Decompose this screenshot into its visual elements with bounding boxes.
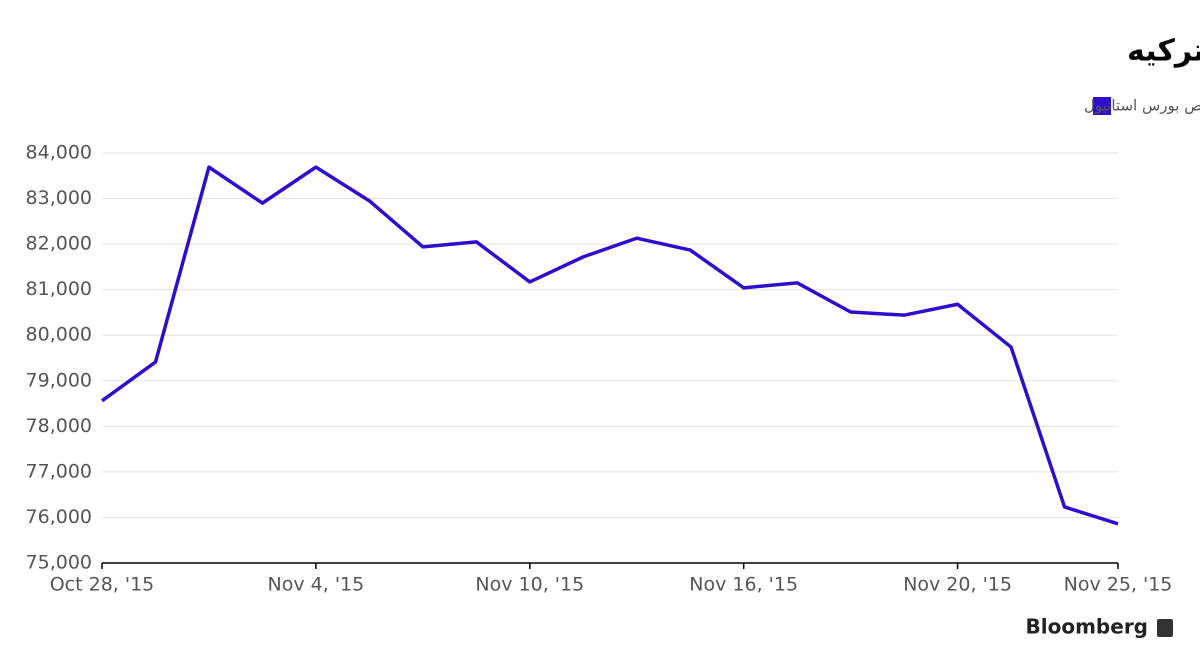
y-tick-label: 83,000 [26, 187, 92, 209]
chart-title: نوسان بازار سهام ترکیه [1127, 34, 1200, 69]
y-tick-label: 77,000 [26, 460, 92, 482]
x-tick-label: Oct 28, '15 [50, 574, 155, 596]
y-tick-label: 75,000 [26, 552, 92, 574]
y-tick-label: 82,000 [26, 233, 92, 255]
y-tick-label: 81,000 [26, 278, 92, 300]
y-tick-label: 78,000 [26, 415, 92, 437]
logo-icon [1157, 619, 1173, 637]
x-tick-label: Nov 20, '15 [903, 574, 1012, 596]
source-logo: Bloomberg [1026, 615, 1148, 639]
x-tick-label: Nov 16, '15 [689, 574, 798, 596]
legend-label: شاخص بورس استانبول [1084, 97, 1200, 115]
x-tick-label: Nov 25, '15 [1064, 574, 1173, 596]
y-tick-label: 80,000 [26, 324, 92, 346]
y-tick-label: 76,000 [26, 506, 92, 528]
line-series [100, 165, 1119, 526]
legend-swatch [1093, 97, 1111, 115]
x-tick-label: Nov 4, '15 [268, 574, 365, 596]
y-tick-label: 84,000 [26, 142, 92, 164]
x-tick-label: Nov 10, '15 [475, 574, 584, 596]
y-tick-label: 79,000 [26, 369, 92, 391]
